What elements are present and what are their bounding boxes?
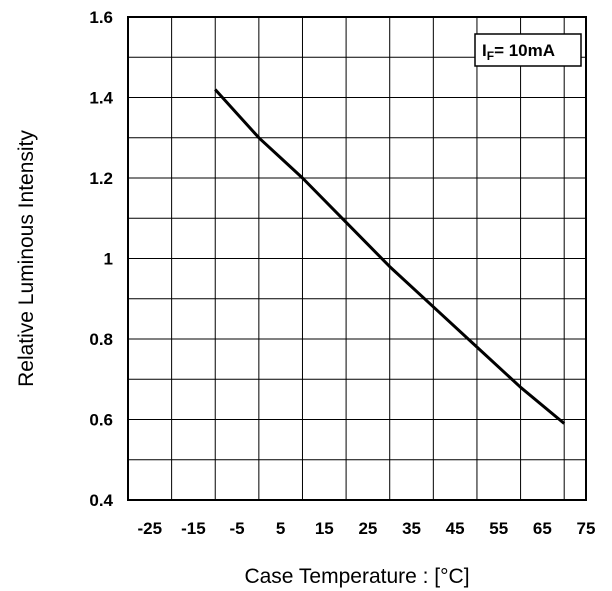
- legend-label: IF= 10mA: [482, 41, 555, 63]
- grid: [127, 16, 586, 501]
- legend: IF= 10mA: [474, 33, 582, 67]
- x-tick-label: 25: [358, 519, 377, 538]
- x-tick-label: 5: [276, 519, 285, 538]
- y-tick-label: 0.8: [89, 330, 113, 349]
- y-tick-label: 1: [104, 250, 113, 269]
- y-tick-label: 1.6: [89, 8, 113, 27]
- y-tick-label: 1.4: [89, 89, 113, 108]
- plot-frame: [127, 16, 587, 501]
- x-tick-label: -25: [138, 519, 163, 538]
- y-tick-label: 1.2: [89, 169, 113, 188]
- x-tick-label: 75: [577, 519, 596, 538]
- x-tick-label: 35: [402, 519, 421, 538]
- y-tick-labels: 0.4 0.6 0.8 1 1.2 1.4 1.6: [89, 8, 113, 510]
- y-tick-label: 0.6: [89, 411, 113, 430]
- x-tick-label: -5: [229, 519, 244, 538]
- y-tick-label: 0.4: [89, 491, 113, 510]
- x-tick-label: 15: [315, 519, 334, 538]
- series-line: [214, 88, 566, 425]
- y-axis-title: Relative Luminous Intensity: [15, 130, 38, 387]
- x-axis-title: Case Temperature : [°C]: [244, 565, 469, 588]
- x-tick-label: 55: [489, 519, 508, 538]
- x-tick-label: 65: [533, 519, 552, 538]
- x-tick-label: -15: [181, 519, 206, 538]
- x-tick-label: 45: [446, 519, 465, 538]
- legend-box: [474, 33, 582, 67]
- x-tick-labels: -25 -15 -5 5 15 25 35 45 55 65 75: [138, 519, 596, 538]
